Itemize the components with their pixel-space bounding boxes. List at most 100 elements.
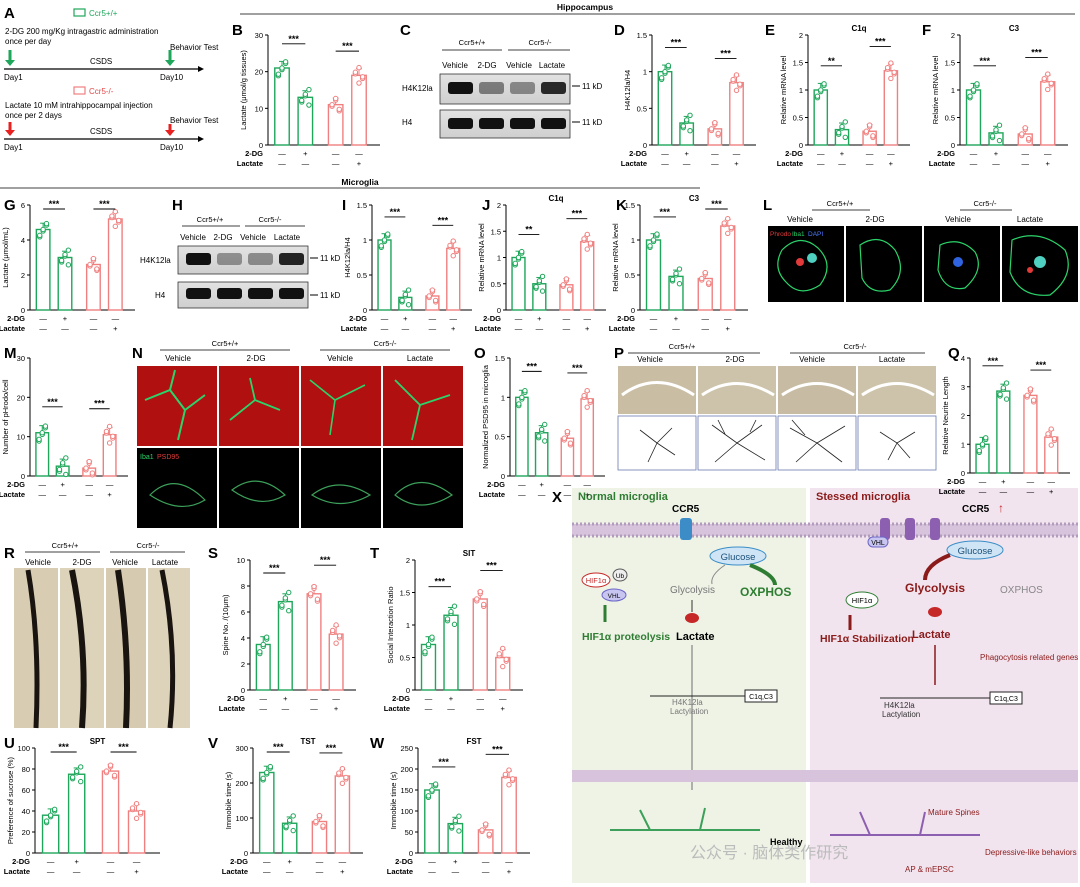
panel-n-group-ko: Ccr5-/- <box>374 339 397 348</box>
row-label-2dg: 2-DG <box>483 314 501 323</box>
y-tick-label: 0.5 <box>400 654 410 663</box>
microglia-header: Microglia <box>341 177 379 187</box>
data-point <box>112 223 119 230</box>
treatment-mark: + <box>334 704 339 713</box>
ccr5-normal: CCR5 <box>672 504 700 515</box>
treatment-mark: — <box>402 324 410 333</box>
y-tick-label: 1 <box>497 254 501 263</box>
data-point <box>733 87 740 94</box>
panel-letter-h: H <box>172 197 183 214</box>
data-point <box>515 254 522 261</box>
blot-band <box>541 82 566 94</box>
ccr5-up-arrow: ↑ <box>998 501 1004 515</box>
panel-letter-a: A <box>4 5 15 22</box>
y-tick-label: 1 <box>951 86 955 95</box>
data-point <box>870 133 876 139</box>
row-label-lactate: Lactate <box>341 324 367 333</box>
y-tick-label: 2 <box>951 31 955 40</box>
y-axis-label-o: Normalized PSD95 in microglia <box>481 364 490 469</box>
y-axis-label-j: Relative mRNA level <box>477 223 486 292</box>
data-point <box>451 603 458 609</box>
y-tick-label: 1 <box>961 440 965 449</box>
panel-letter-e: E <box>765 22 775 39</box>
data-point <box>993 127 999 133</box>
lactylation-stressed: Lactylation <box>882 710 920 719</box>
y-tick-label: 0 <box>643 141 647 150</box>
data-point <box>306 86 312 93</box>
sig-label: *** <box>438 215 449 225</box>
blot-c-lane-4: Lactate <box>539 61 566 70</box>
sig-label: *** <box>390 207 401 217</box>
panel-l-lane-2: 2-DG <box>865 215 884 224</box>
data-point <box>970 87 977 93</box>
data-point <box>662 68 668 75</box>
data-point <box>111 772 118 779</box>
ko-protocol-line1: Lactate 10 mM intrahippocampal injection <box>5 101 153 110</box>
data-point <box>356 64 362 71</box>
treatment-mark: — <box>282 704 290 713</box>
blot-band <box>510 82 535 94</box>
panel-letter-m: M <box>4 345 17 362</box>
panel-letter-j: J <box>482 197 490 214</box>
row-label-lactate: Lactate <box>929 159 955 168</box>
treatment-mark: — <box>992 159 1000 168</box>
oxphos-stressed: OXPHOS <box>1000 585 1043 596</box>
data-point <box>282 59 289 65</box>
data-point <box>36 436 42 443</box>
chart-title-k: C3 <box>689 194 700 203</box>
row-label-2dg: 2-DG <box>12 857 30 866</box>
treatment-mark: + <box>726 324 731 333</box>
blot-h-row-1: H4K12la <box>140 256 171 265</box>
row-label-lactate: Lactate <box>219 704 245 713</box>
data-point <box>1000 385 1007 391</box>
treatment-mark: + <box>303 149 308 158</box>
oxphos-normal: OXPHOS <box>740 585 791 599</box>
data-point <box>647 243 653 249</box>
data-point <box>979 441 986 447</box>
data-point <box>539 273 546 280</box>
data-point <box>737 81 743 87</box>
data-point <box>425 793 432 799</box>
sig-label: *** <box>118 742 129 752</box>
y-tick-label: 2 <box>406 556 410 565</box>
ccr5-receptor-normal <box>680 518 692 540</box>
data-point <box>73 768 80 775</box>
blot-c: C Ccr5+/+ Ccr5-/- Vehicle 2-DG Vehicle L… <box>400 22 603 139</box>
y-axis-label-k: Relative mRNA level <box>611 223 620 292</box>
ko-legend: Ccr5-/- <box>89 87 114 96</box>
phago-genes: Phagocytosis related genes <box>980 653 1078 662</box>
treatment-mark: — <box>979 487 987 496</box>
chart-v: V TST 0 100 200 300 Immobile time (s) *** *** 2-D… <box>208 735 363 876</box>
panel-l: L Ccr5+/+ Ccr5-/- Vehicle 2-DG Vehicle L… <box>763 197 1078 302</box>
bar <box>377 239 392 311</box>
data-point <box>299 97 305 104</box>
data-point <box>339 765 346 772</box>
data-point <box>94 266 100 272</box>
panel-r-lane-1: Vehicle <box>25 558 51 567</box>
treatment-mark: + <box>403 314 408 323</box>
data-point <box>676 266 683 272</box>
treatment-mark: + <box>507 867 512 876</box>
behavior-test-1: Behavior Test <box>170 43 219 52</box>
csds-1: CSDS <box>90 57 112 66</box>
sig-label: ** <box>828 56 836 66</box>
data-point <box>658 75 665 81</box>
y-tick-label: 0 <box>409 849 413 858</box>
treatment-mark: — <box>47 867 55 876</box>
panel-letter-p: P <box>614 345 624 362</box>
data-point <box>683 117 690 123</box>
sig-label: *** <box>1036 360 1047 370</box>
panel-p-group-ko: Ccr5-/- <box>844 342 867 351</box>
data-point <box>449 823 455 830</box>
y-tick-label: 0 <box>21 306 25 315</box>
data-point <box>584 231 590 238</box>
panel-p-group-wt: Ccr5+/+ <box>669 342 696 351</box>
data-point <box>405 287 412 293</box>
y-tick-label: 0 <box>259 141 263 150</box>
blot-band <box>217 288 242 299</box>
treatment-mark: — <box>278 149 286 158</box>
treatment-mark: — <box>477 704 485 713</box>
data-point <box>669 276 676 283</box>
bar <box>645 239 662 311</box>
